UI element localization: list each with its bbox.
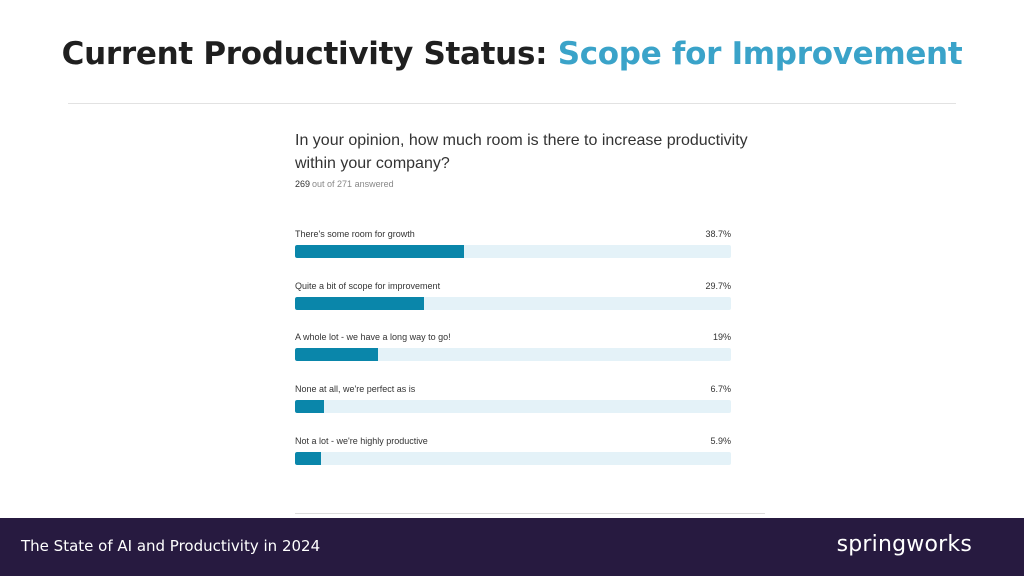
answered-number: 269 bbox=[295, 179, 311, 189]
result-bar bbox=[295, 400, 325, 414]
result-label: There's some room for growth bbox=[295, 229, 415, 239]
answered-total: out of 271 answered bbox=[312, 179, 394, 189]
brand-logo: springworks bbox=[836, 532, 972, 557]
result-row: None at all, we're perfect as is 6.7% bbox=[295, 384, 731, 424]
result-bar bbox=[295, 348, 378, 362]
result-bar bbox=[295, 296, 425, 310]
chart-bottom-divider bbox=[295, 513, 765, 514]
slide-title-main: Current Productivity Status: bbox=[61, 36, 548, 72]
result-bar-track bbox=[295, 400, 731, 414]
result-row: Not a lot - we're highly productive 5.9% bbox=[295, 436, 731, 476]
result-percentage: 38.7% bbox=[705, 229, 731, 239]
result-percentage: 19% bbox=[712, 332, 731, 343]
result-percentage: 6.7% bbox=[710, 384, 731, 395]
result-label: A whole lot - we have a long way to go! bbox=[295, 332, 451, 343]
result-label: Quite a bit of scope for improvement bbox=[295, 280, 441, 291]
slide-title-accent: Scope for Improvement bbox=[557, 36, 963, 72]
result-bar-track bbox=[295, 245, 731, 258]
result-percentage: 5.9% bbox=[710, 435, 731, 446]
result-bar bbox=[295, 245, 464, 258]
header-divider bbox=[68, 103, 956, 104]
result-row: Quite a bit of scope for improvement 29.7… bbox=[295, 281, 731, 321]
result-bar-track bbox=[295, 451, 731, 465]
footer-bar: The State of AI and Productivity in 2024… bbox=[0, 518, 1024, 576]
result-label: None at all, we're perfect as is bbox=[295, 384, 416, 395]
report-title: The State of AI and Productivity in 2024 bbox=[21, 537, 321, 555]
slide-title: Current Productivity Status: Scope for I… bbox=[0, 36, 1024, 72]
result-row: There's some room for growth 38.7% bbox=[295, 229, 731, 269]
result-row: A whole lot - we have a long way to go! 1… bbox=[295, 332, 731, 372]
survey-question: In your opinion, how much room is there … bbox=[295, 132, 748, 172]
result-label: Not a lot - we're highly productive bbox=[295, 435, 428, 446]
result-bar bbox=[295, 451, 321, 465]
result-bar-track bbox=[295, 296, 731, 310]
answered-count: 269 out of 271 answered bbox=[295, 179, 394, 189]
result-percentage: 29.7% bbox=[705, 280, 731, 291]
result-bar-track bbox=[295, 348, 731, 362]
